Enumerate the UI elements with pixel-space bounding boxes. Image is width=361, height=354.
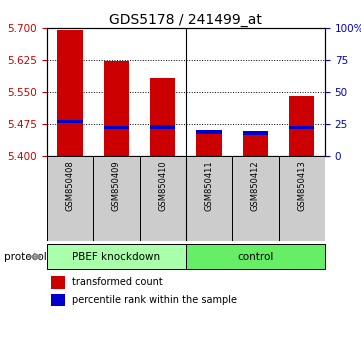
Bar <box>51 294 65 306</box>
Text: GSM850413: GSM850413 <box>297 160 306 211</box>
Bar <box>47 244 186 269</box>
Title: GDS5178 / 241499_at: GDS5178 / 241499_at <box>109 13 262 27</box>
Bar <box>186 156 232 241</box>
Text: PBEF knockdown: PBEF knockdown <box>72 252 161 262</box>
Bar <box>104 126 129 130</box>
Bar <box>47 156 93 241</box>
Bar <box>150 78 175 156</box>
Bar <box>51 276 65 289</box>
Bar <box>243 133 268 156</box>
Bar <box>150 125 175 129</box>
Bar <box>232 156 279 241</box>
Bar <box>57 120 83 124</box>
Bar <box>93 156 140 241</box>
Bar <box>289 96 314 156</box>
Bar <box>196 133 222 156</box>
Bar <box>289 126 314 130</box>
Bar <box>140 156 186 241</box>
Text: GSM850410: GSM850410 <box>158 160 167 211</box>
Bar <box>196 130 222 134</box>
Bar <box>279 156 325 241</box>
Text: control: control <box>237 252 274 262</box>
Text: GSM850408: GSM850408 <box>66 160 75 211</box>
Text: GSM850409: GSM850409 <box>112 160 121 211</box>
Bar <box>186 244 325 269</box>
Bar <box>104 61 129 156</box>
Text: transformed count: transformed count <box>72 278 163 287</box>
Text: GSM850412: GSM850412 <box>251 160 260 211</box>
Text: protocol: protocol <box>4 252 46 262</box>
Text: GSM850411: GSM850411 <box>205 160 214 211</box>
Text: percentile rank within the sample: percentile rank within the sample <box>72 295 237 305</box>
Bar <box>57 30 83 156</box>
Bar <box>243 131 268 135</box>
